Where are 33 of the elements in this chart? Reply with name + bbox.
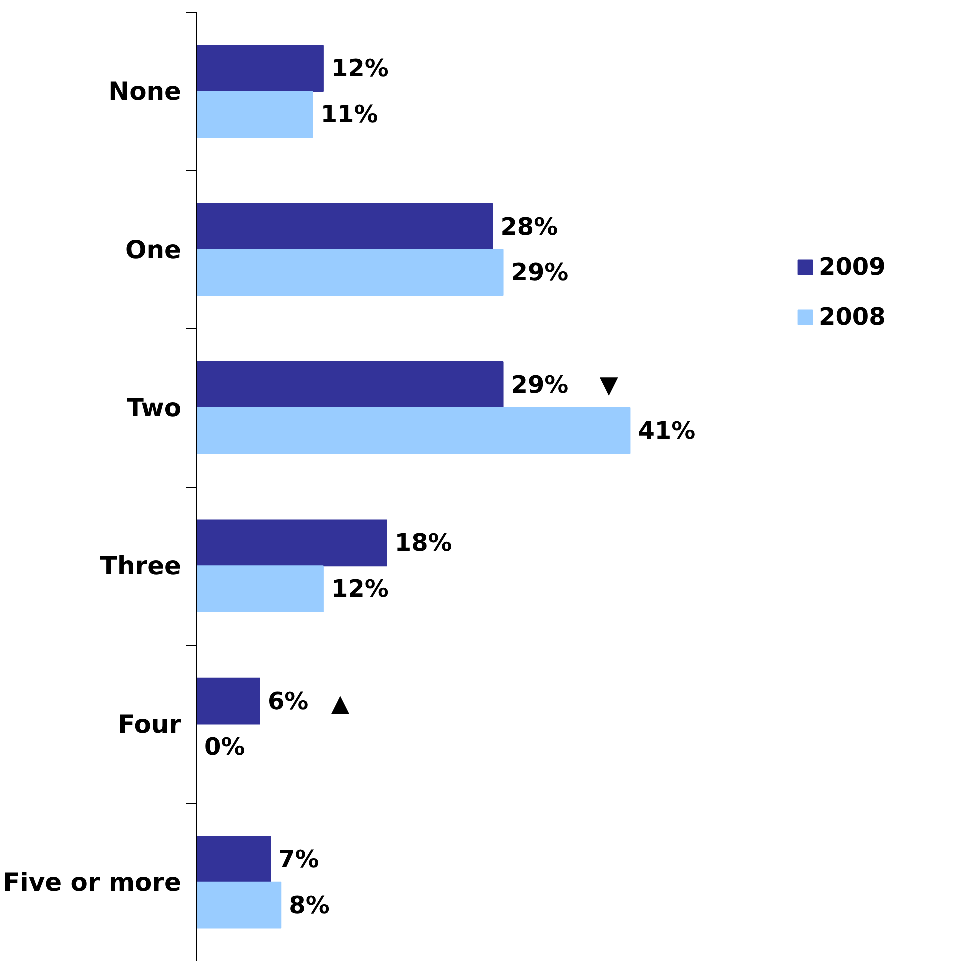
bar	[196, 203, 494, 250]
data-label: 28%	[500, 212, 558, 241]
y-tick-label: Four	[118, 710, 182, 739]
y-tick-label: Five or more	[3, 868, 182, 897]
data-label: 12%	[331, 54, 389, 83]
data-label: 29%	[511, 258, 569, 287]
y-tick-label: One	[125, 235, 182, 264]
data-label: 7%	[278, 845, 320, 874]
bar	[196, 407, 631, 454]
data-label: 12%	[331, 575, 389, 604]
data-label: 29%	[511, 370, 569, 399]
legend-label: 2008	[819, 303, 886, 331]
data-label: 0%	[204, 733, 246, 762]
bar	[196, 678, 260, 725]
bar	[196, 836, 272, 883]
bar	[196, 249, 504, 296]
legend-label: 2009	[819, 253, 886, 281]
y-tick-label: None	[108, 77, 182, 106]
bar	[196, 45, 324, 92]
bar	[196, 520, 388, 567]
bar	[196, 362, 504, 408]
bar	[196, 566, 324, 612]
data-label: 11%	[320, 100, 378, 129]
data-label: 6%	[268, 687, 309, 716]
bar	[196, 91, 314, 138]
bar	[196, 882, 282, 929]
data-label: 41%	[638, 416, 696, 445]
y-tick-label: Two	[126, 393, 182, 422]
data-label: 8%	[289, 891, 330, 920]
data-label: 18%	[394, 529, 452, 558]
y-tick-label: Three	[100, 552, 182, 581]
annotation: ▲	[331, 690, 350, 718]
annotation: ▼	[600, 370, 619, 399]
